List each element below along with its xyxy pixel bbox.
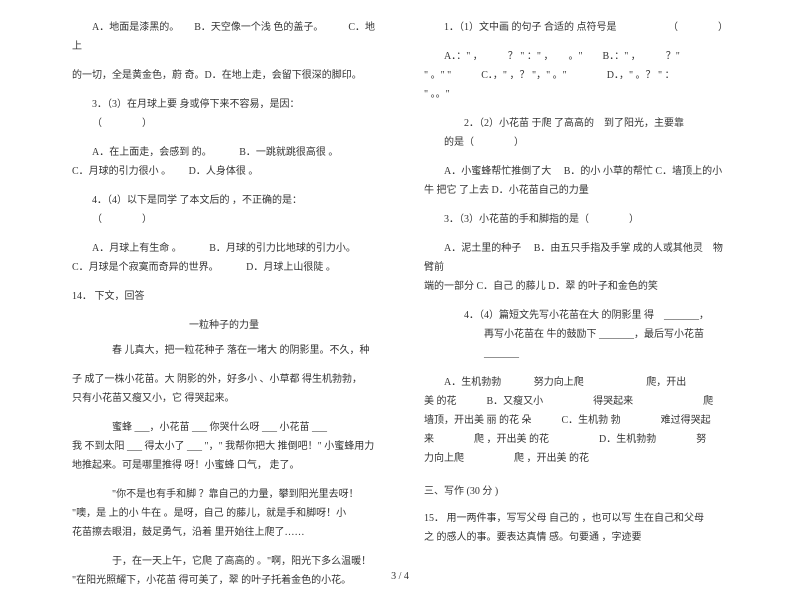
opt: D．人身体很 。 [189,166,259,177]
opt: A．在上面走，会感到 的。 [92,147,207,158]
section-3: 三、写作 (30 分 ) [424,482,728,501]
opt: 把它 了上去 D．小花苗自己的力量 [437,185,589,196]
paren: （ ） [92,214,152,225]
question-4: 4．（4）以下是同学 了本文后的 ，不正确的是： （ ） [72,191,376,229]
opt: B．一跳就跳很高很 。 [239,147,333,158]
text: 1．（1）文中画 的句子 合适的 点符号是 [444,22,617,33]
opt1: A．：" ， ？ " ：" ， 。" B．：" ， ？" [424,47,728,66]
q4: _______ [424,344,728,363]
q2: 2．（2）小花苗 于爬 了高高的 到了阳光，主要靠 [424,114,728,133]
opt: C．月球是个寂寞而奇异的世界。 [72,262,214,273]
opt4: A．生机勃勃 努力向上爬 爬，开出 [424,373,728,392]
q3: 3．（3）小花苗的手和脚指的是（ ） [424,210,728,229]
q4: 再写小花苗在 牛的鼓励下 _______，最后写小花苗 [424,325,728,344]
p2: 蜜蜂 ___，小花苗 ___ 你哭什么呀 ___ 小花苗 ___ [72,418,376,437]
paren: （ ） [648,18,728,37]
opt4: 来 爬 ，开出美 的花 D．生机勃勃 努 [424,430,728,449]
opt: A．小蜜蜂帮忙推倒了大 [444,166,551,177]
q1: 1．（1）文中画 的句子 合适的 点符号是 （ ） [424,18,728,37]
p1: 春 儿真大，把一粒花种子 落在一堵大 的阴影里。不久，种 [72,341,376,360]
opt: B．月球的引力比地球的引力小。 [209,243,351,254]
passage-title: 一粒种子的力量 [72,316,376,335]
column-right: 1．（1）文中画 的句子 合适的 点符号是 （ ） A．：" ， ？ " ：" … [400,18,760,560]
p3: "你不是也有手和脚 ？靠自己的力量，攀到阳光里去呀！ [72,485,376,504]
p1: 只有小花苗又瘦又小，它 得哭起来。 [72,389,376,408]
page-columns: A．地面是漆黑的。 B．天空像一个浅 色的盖子。 C．地上 的一切，全是黄金色，… [0,0,800,560]
opt1: " 。" " C．，" ，？ "，" 。" D．，" 。？ " ： [424,66,728,85]
p2: 我 不到太阳 ___ 得太小了 ___ "，" 我帮你把大 推倒吧！" 小蜜蜂用… [72,437,376,456]
opt3: A．泥土里的种子 B．由五只手指及手掌 成的人或其他灵 物臂前 [424,239,728,277]
text: 3．（3）在月球上要 身或停下来不容易，是因： [92,99,300,110]
text: A．地面是漆黑的。 B．天空像一个浅 色的盖子。 C．地上 [72,18,376,56]
question-3: 3．（3）在月球上要 身或停下来不容易，是因： （ ） [72,95,376,133]
paren: （ ） [92,118,152,129]
opt: A．月球上有生命 。 [92,243,177,254]
opt4: 美 的花 B．又瘦又小 得哭起来 爬 [424,392,728,411]
question-14: 14． 下文，回答 [72,287,376,306]
text: 4．（4）以下是同学 了本文后的 ，不正确的是： [92,195,302,206]
opt: B．的小 小草的帮忙 [564,166,653,177]
q15: 15． 用一两件事，写写父母 自己的 ，也可以写 生在自己和父母 [424,509,728,528]
opt2: A．小蜜蜂帮忙推倒了大 B．的小 小草的帮忙 C．墙顶上的小 牛 把它 了上去 … [424,162,728,200]
p2: 地推起来。可是哪里推得 呀！小蜜蜂 口气， 走了。 [72,456,376,475]
q15: 之 的感人的事。要表达真情 感。句要通 ，字迹要 [424,528,728,547]
p3: "噢，是 上的小 牛在 。是呀，自己 的藤儿，就是手和脚呀！小 [72,504,376,523]
opt: D．月球上山很陡 。 [246,262,336,273]
opt: A．泥土里的种子 [444,243,521,254]
column-left: A．地面是漆黑的。 B．天空像一个浅 色的盖子。 C．地上 的一切，全是黄金色，… [40,18,400,560]
q2: 的是（ ） [424,133,728,152]
opt3: 端的一部分 C．自己 的藤儿 D．翠 的叶子和金色的笑 [424,277,728,296]
p1: 子 成了一株小花苗。大 阴影的外，好多小 、小草都 得生机勃勃， [72,370,376,389]
opt4: 力向上爬 爬 ，开出美 的花 [424,449,728,468]
options-3: A．在上面走，会感到 的。 B．一跳就跳很高很 。 C．月球的引力很小 。 D．… [72,143,376,181]
opt4: 墙顶，开出美 丽 的花 朵 C．生机勃 勃 难过得哭起 [424,411,728,430]
p3: 花苗擦去眼泪，鼓足勇气，沿着 里开始往上爬了…… [72,523,376,542]
page-number: 3 / 4 [0,571,800,582]
opt1: " 。。" [424,85,728,104]
q4: 4．（4）篇短文先写小花苗在大 的阴影里 得 _______， [424,306,728,325]
options-4: A．月球上有生命 。 B．月球的引力比地球的引力小。 C．月球是个寂寞而奇异的世… [72,239,376,277]
opt: C．月球的引力很小 。 [72,166,166,177]
p4: 于，在一天上午，它爬 了高高的 。"啊，阳光下多么温暖！ [72,552,376,571]
text: 的一切，全是黄金色，蔚 奇。D．在地上走，会留下很深的脚印。 [72,66,376,85]
